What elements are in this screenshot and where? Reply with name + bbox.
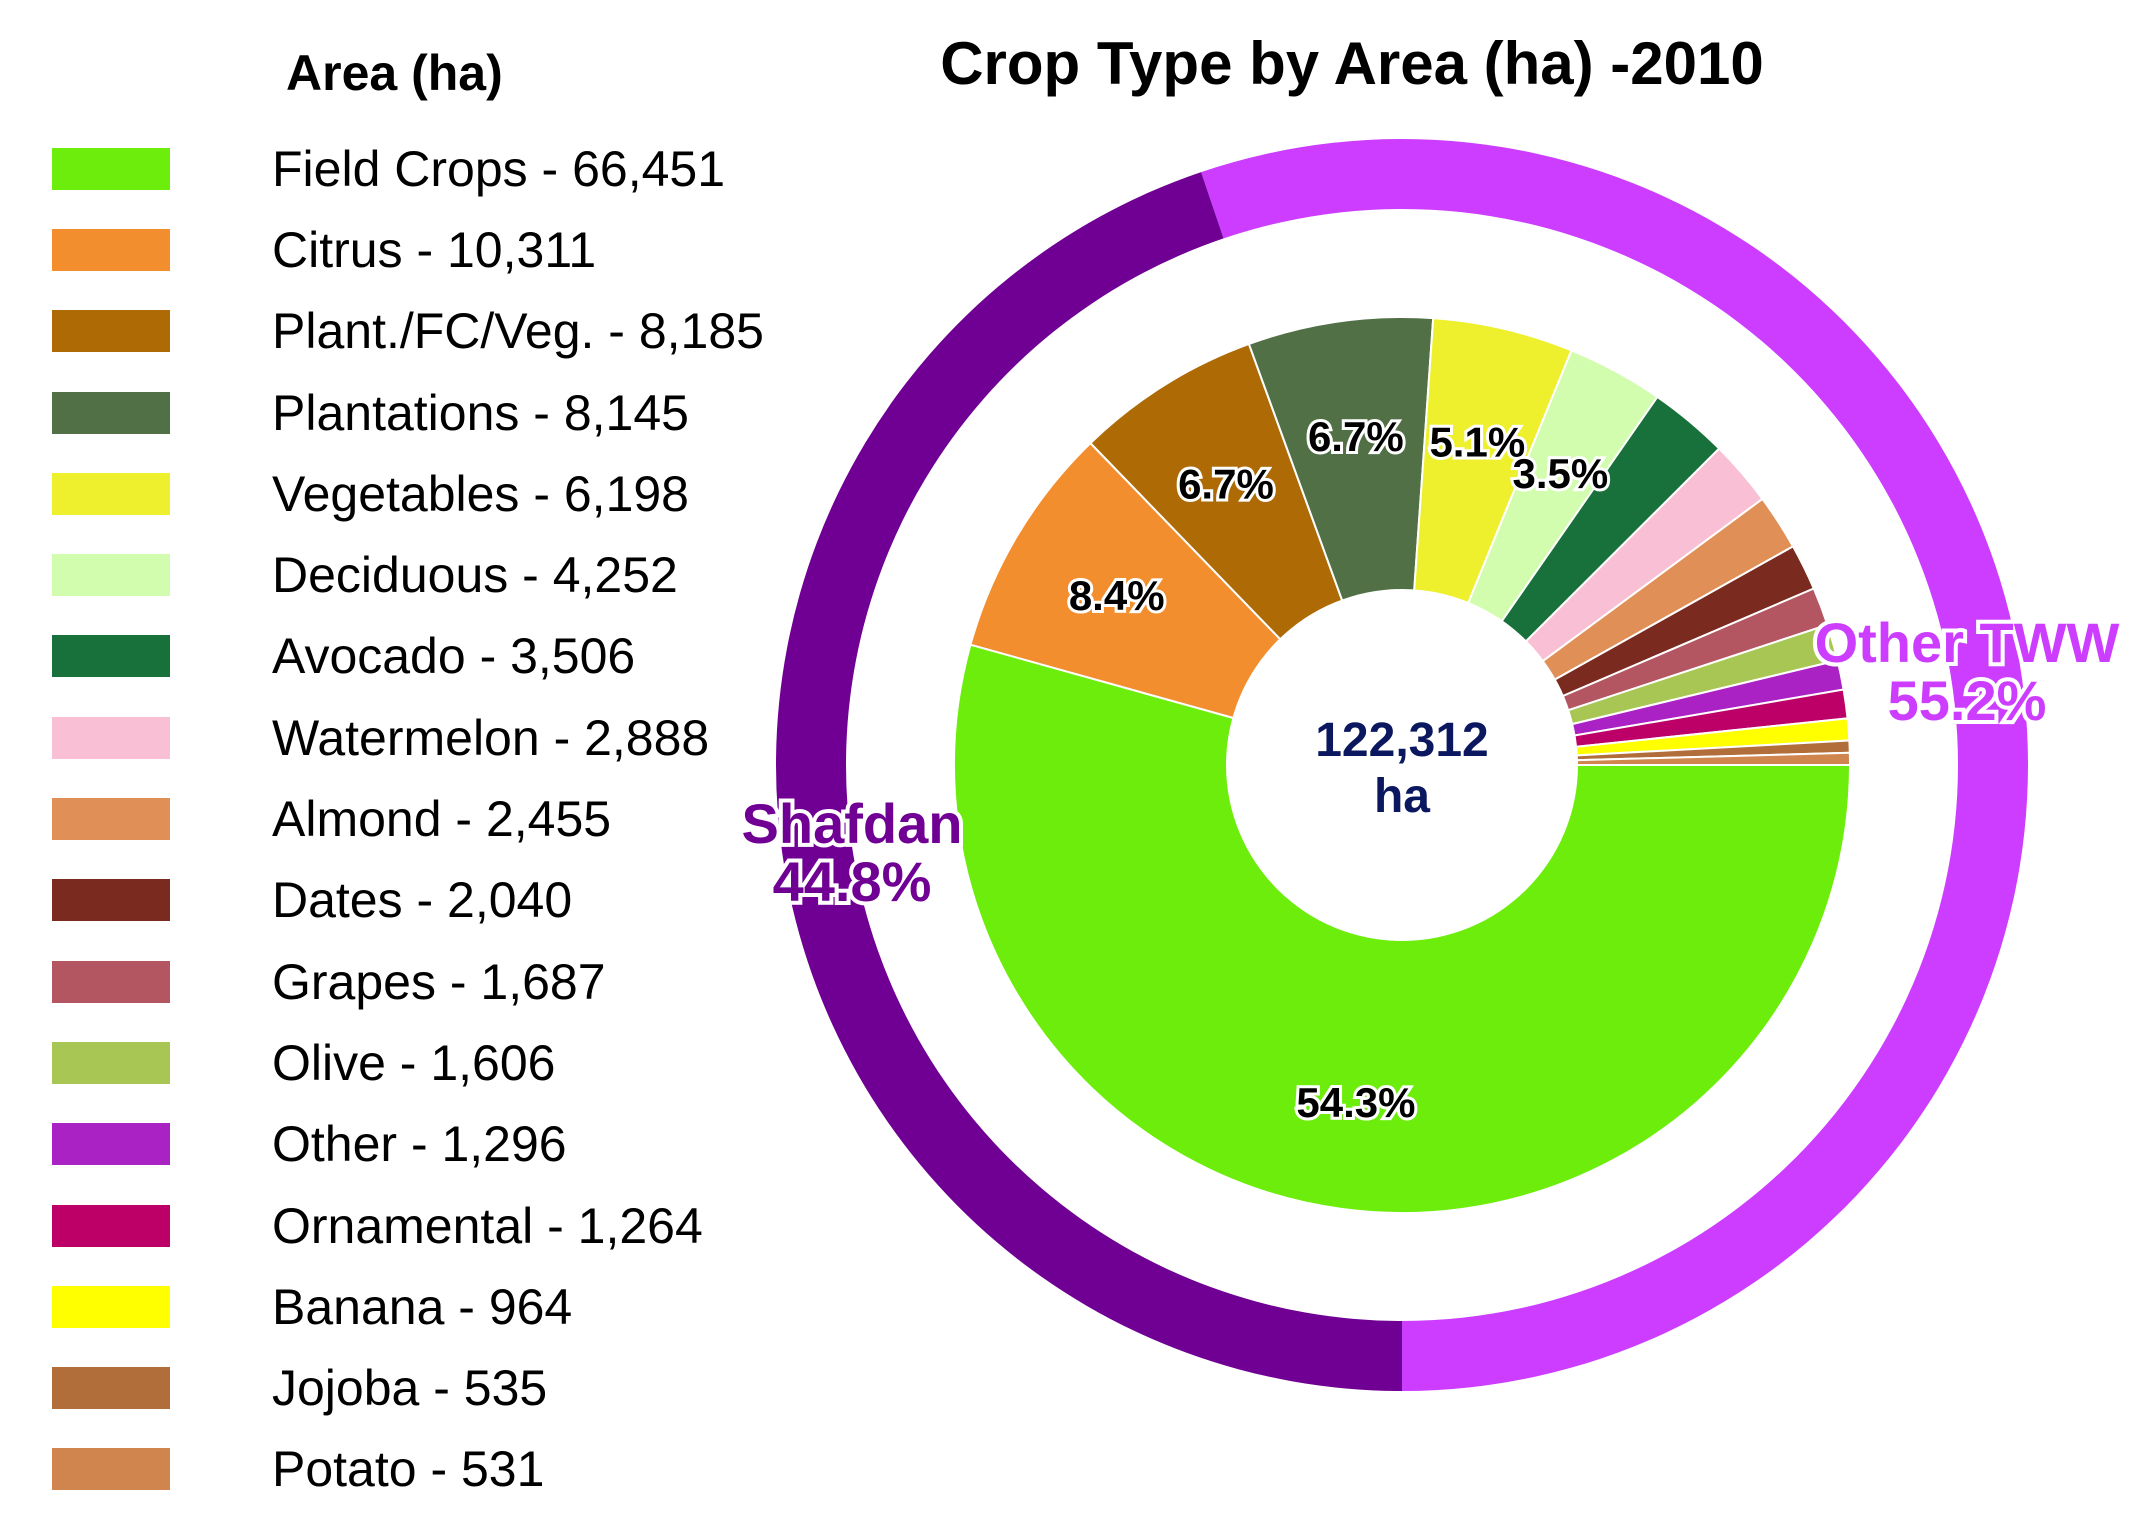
legend-label: Olive - 1,606 — [272, 1034, 556, 1091]
legend-swatch — [52, 554, 170, 597]
legend-swatch — [52, 472, 170, 515]
legend-item-field-crops: Field Crops - 66,451 — [52, 128, 764, 209]
legend-item-citrus: Citrus - 10,311 — [52, 209, 764, 290]
percent-label-field-crops: 54.3% — [1296, 1079, 1415, 1126]
legend-item-watermelon: Watermelon - 2,888 — [52, 697, 764, 778]
legend-label: Citrus - 10,311 — [272, 221, 597, 278]
legend-label: Grapes - 1,687 — [272, 953, 606, 1010]
chart-title: Crop Type by Area (ha) -2010 — [940, 30, 1764, 97]
legend-swatch — [52, 228, 170, 271]
legend-item-potato: Potato - 531 — [52, 1429, 764, 1510]
legend-swatch — [52, 879, 170, 922]
legend-swatch — [52, 1285, 170, 1328]
percent-label-plant-fc-veg: 6.7% — [1178, 461, 1274, 508]
legend-swatch — [52, 798, 170, 841]
legend-swatch — [52, 1123, 170, 1166]
ring-percent-other-tww: 55.2% — [1888, 669, 2047, 732]
legend-item-dates: Dates - 2,040 — [52, 860, 764, 941]
legend-label: Avocado - 3,506 — [272, 628, 636, 685]
legend-label: Vegetables - 6,198 — [272, 465, 689, 522]
legend-label: Potato - 531 — [272, 1441, 545, 1498]
legend-item-plantations: Plantations - 8,145 — [52, 372, 764, 453]
percent-label-vegetables: 5.1% — [1429, 419, 1525, 466]
legend-item-ornamental: Ornamental - 1,264 — [52, 1185, 764, 1266]
legend-swatch — [52, 1204, 170, 1247]
legend-label: Dates - 2,040 — [272, 872, 573, 929]
legend-item-almond: Almond - 2,455 — [52, 778, 764, 859]
legend-label: Plant./FC/Veg. - 8,185 — [272, 303, 764, 360]
legend-item-plant-fc-veg: Plant./FC/Veg. - 8,185 — [52, 291, 764, 372]
legend-label: Plantations - 8,145 — [272, 384, 689, 441]
percent-labels: 54.3% 8.4% 6.7% 6.7% 5.1%3.5% — [1066, 410, 1611, 1129]
legend-item-olive: Olive - 1,606 — [52, 1022, 764, 1103]
outer-ring — [776, 138, 2029, 1392]
legend-label: Other - 1,296 — [272, 1116, 567, 1173]
ring-label-other-tww: Other TWW — [1815, 611, 2120, 674]
legend-swatch — [52, 635, 170, 678]
legend-swatch — [52, 391, 170, 434]
legend-label: Deciduous - 4,252 — [272, 547, 678, 604]
legend-item-deciduous: Deciduous - 4,252 — [52, 534, 764, 615]
legend-swatch — [52, 960, 170, 1003]
legend-label: Watermelon - 2,888 — [272, 709, 710, 766]
legend-swatch — [52, 716, 170, 759]
legend-swatch — [52, 1041, 170, 1084]
legend: Field Crops - 66,451 Citrus - 10,311 Plant… — [52, 128, 764, 1510]
legend-label: Almond - 2,455 — [272, 791, 612, 848]
legend-item-avocado: Avocado - 3,506 — [52, 616, 764, 697]
legend-label: Ornamental - 1,264 — [272, 1197, 703, 1254]
percent-label-deciduous: 3.5% — [1513, 450, 1609, 497]
center-unit-label: ha — [1374, 770, 1430, 823]
ring-percent-shafdan: 44.8% — [773, 850, 932, 913]
legend-item-grapes: Grapes - 1,687 — [52, 941, 764, 1022]
ring-segment-shafdan — [776, 172, 1402, 1391]
legend-label: Jojoba - 535 — [272, 1360, 548, 1417]
percent-label-citrus: 8.4% — [1069, 572, 1165, 619]
legend-swatch — [52, 310, 170, 353]
legend-label: Banana - 964 — [272, 1278, 573, 1335]
legend-swatch — [52, 1367, 170, 1410]
legend-item-banana: Banana - 964 — [52, 1266, 764, 1347]
legend-item-jojoba: Jojoba - 535 — [52, 1347, 764, 1428]
ring-label-shafdan: Shafdan — [742, 792, 963, 855]
legend-label: Field Crops - 66,451 — [272, 140, 726, 197]
center-total-label: 122,312 — [1315, 714, 1489, 767]
percent-label-plantations: 6.7% — [1308, 413, 1404, 460]
legend-swatch — [52, 147, 170, 190]
legend-swatch — [52, 1448, 170, 1491]
legend-title: Area (ha) — [286, 45, 503, 101]
donut-hole — [1226, 589, 1578, 941]
legend-item-vegetables: Vegetables - 6,198 — [52, 453, 764, 534]
legend-item-other: Other - 1,296 — [52, 1104, 764, 1185]
